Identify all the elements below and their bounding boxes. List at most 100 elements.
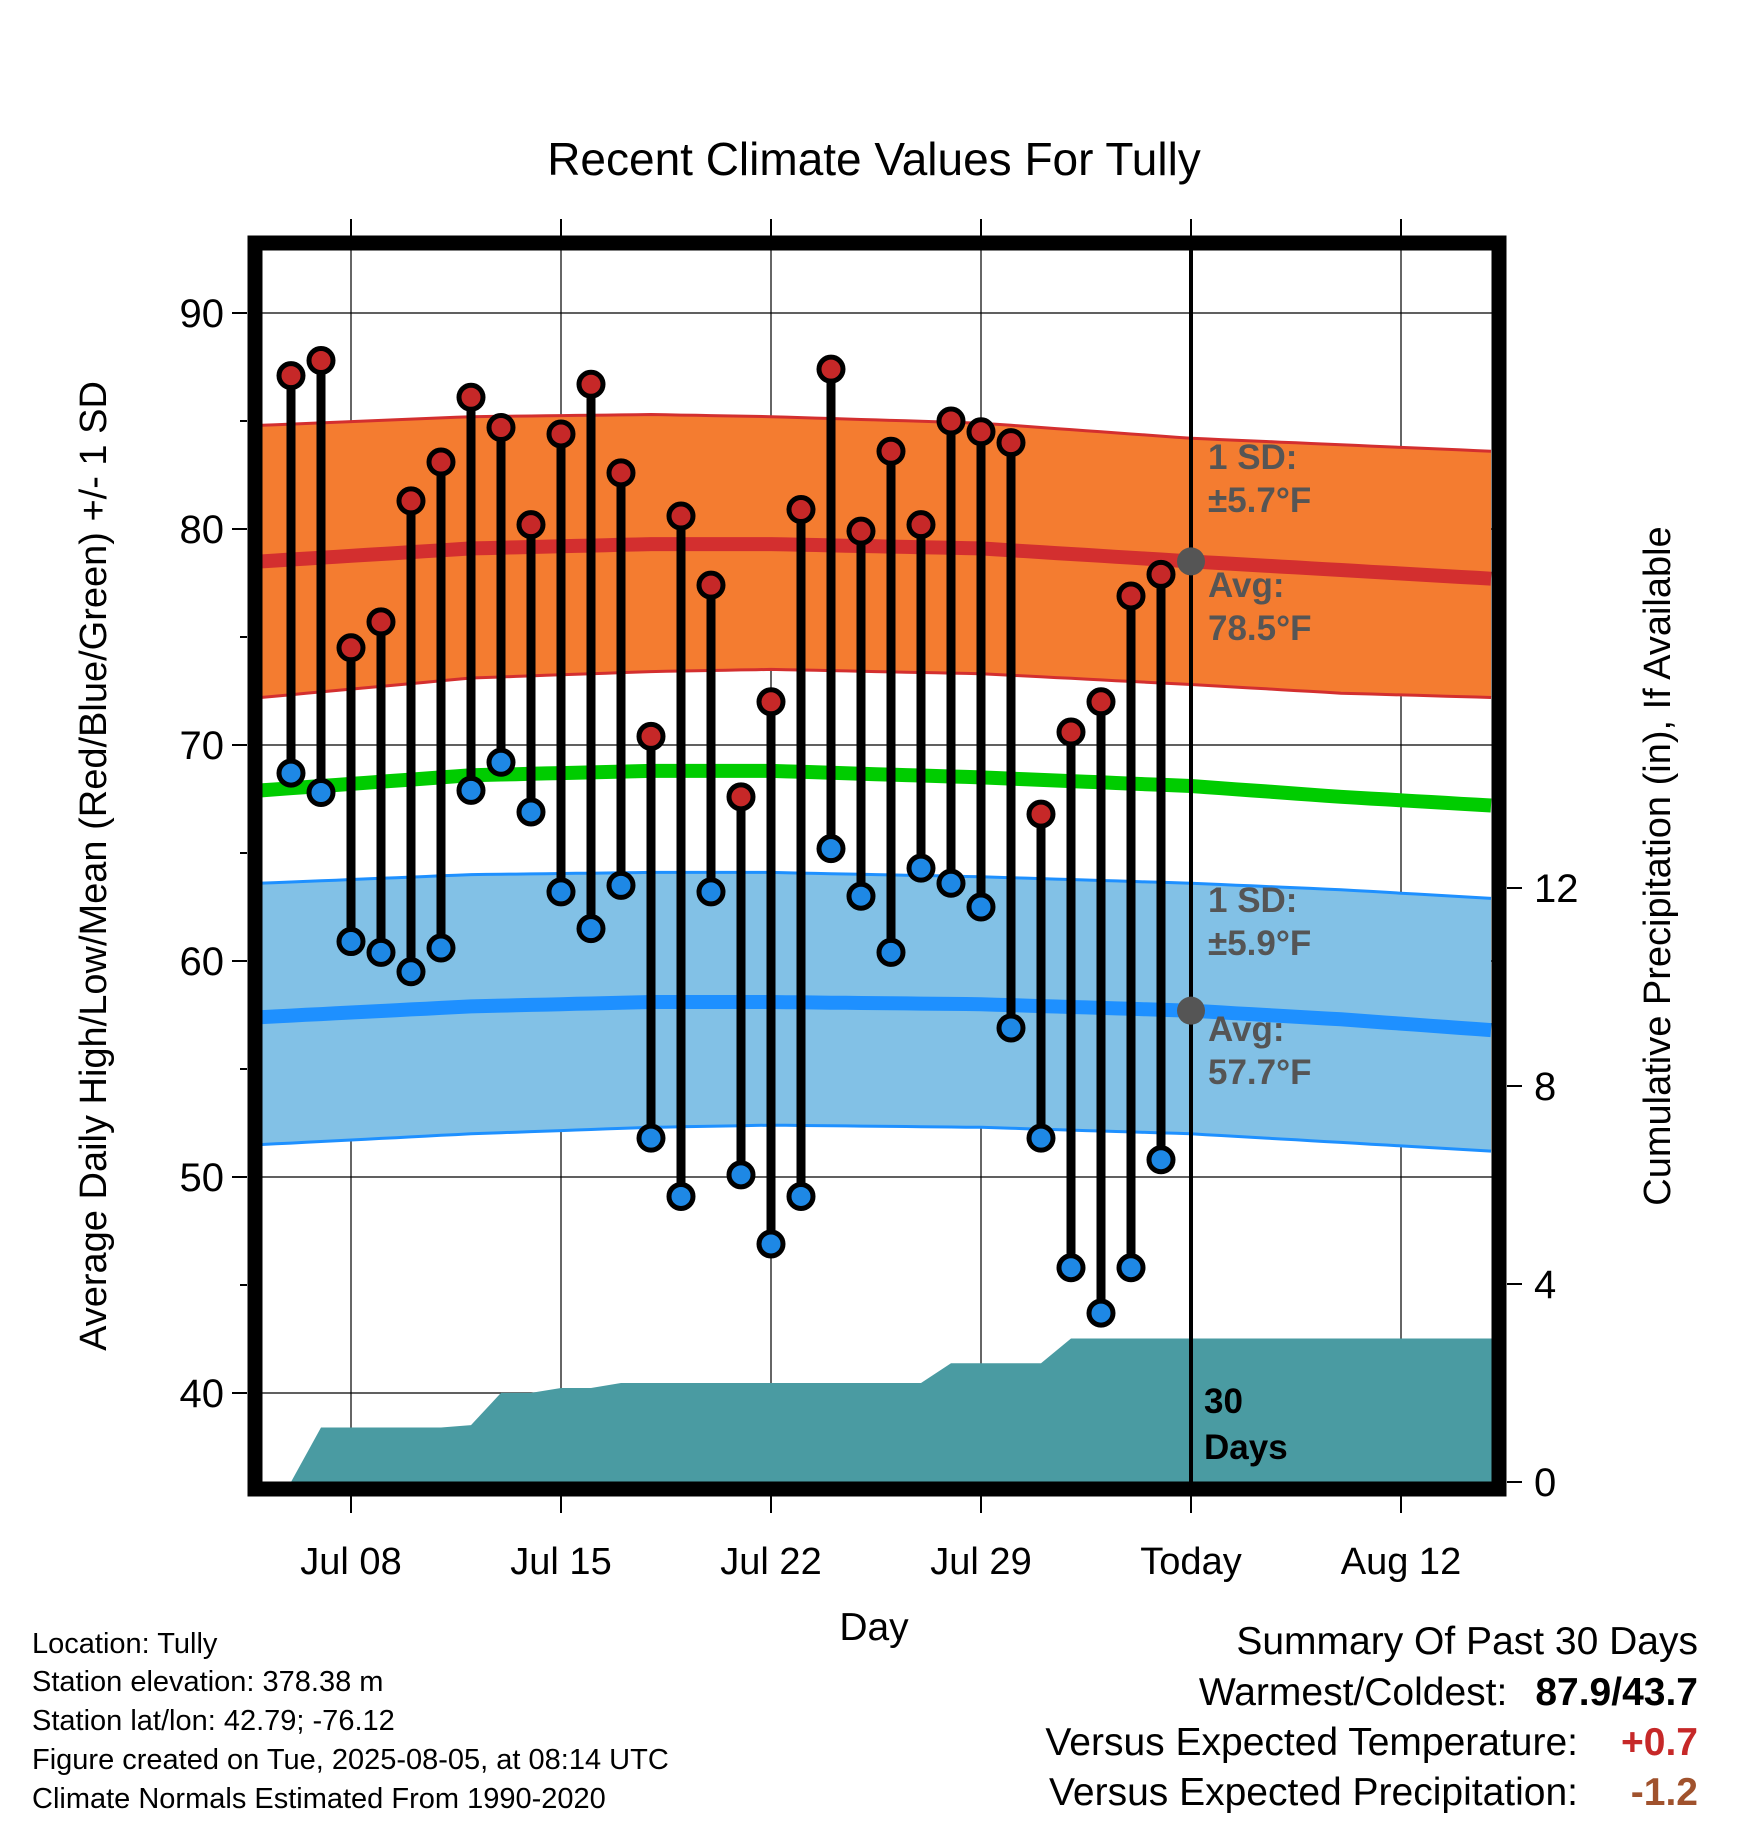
x-tick-label: Jul 15 [510,1541,611,1583]
low-temp-point [786,1181,816,1211]
high-temp-point [906,510,936,540]
high-temp-point [486,412,516,442]
low-temp-point [1086,1298,1116,1328]
low-sd-upper-line [262,870,1492,900]
low-sd-value: ±5.9°F [1208,924,1311,963]
low-temp-point [996,1013,1026,1043]
x-tick-label: Jul 08 [300,1541,401,1583]
high-temp-point [426,447,456,477]
precip-departure-label: Versus Expected Precipitation: [1049,1771,1578,1814]
low-avg-value: 57.7°F [1208,1053,1312,1092]
high-avg-line [262,537,1492,586]
low-temp-point [546,877,576,907]
high-temp-point [756,687,786,717]
chart-title: Recent Climate Values For Tully [547,133,1201,185]
y-tick-label: 50 [180,1156,225,1200]
y-axis-label: Average Daily High/Low/Mean (Red/Blue/Gr… [73,381,115,1351]
low-temp-point [456,775,486,805]
y2-axis-label: Cumulative Precipitation (in), If Availa… [1637,526,1679,1205]
high-temp-point [1026,799,1056,829]
high-temp-point [816,354,846,384]
high-temp-point [546,419,576,449]
low-temp-point [1146,1145,1176,1175]
low-temp-point [1026,1123,1056,1153]
high-sd-band [262,414,1491,698]
plot-frame [247,235,1507,1497]
x-tick-label: Jul 22 [720,1541,821,1583]
high-temp-point [336,633,366,663]
warm-cold-label: Warmest/Coldest: [1198,1671,1508,1714]
low-temp-point [276,758,306,788]
high-temp-point [996,428,1026,458]
y-tick-label: 90 [180,292,225,336]
low-temp-point [696,877,726,907]
x-axis-label: Day [839,1606,909,1649]
high-avg-label: Avg: [1208,566,1284,605]
high-temp-point [876,436,906,466]
temp-departure-label: Versus Expected Temperature: [1045,1721,1578,1764]
low-temp-point [726,1160,756,1190]
low-temp-point [846,881,876,911]
x-tick-label: Jul 29 [930,1541,1031,1583]
low-temp-point [906,853,936,883]
low-temp-point [606,870,636,900]
temp-departure-value: +0.7 [1621,1721,1698,1764]
high-temp-point [846,516,876,546]
y-tick-label: 70 [180,724,225,768]
low-temp-point [336,927,366,957]
window-days-value: 30 [1204,1382,1243,1421]
high-sd-value: ±5.7°F [1208,481,1311,520]
x-tick-label: Today [1140,1541,1241,1583]
high-temp-point [936,406,966,436]
low-temp-point [366,937,396,967]
mean-line [262,763,1492,813]
axis-labels: Day Average Daily High/Low/Mean (Red/Blu… [73,381,1679,1649]
y2-tick-label: 12 [1534,867,1579,911]
high-temp-point [1116,581,1146,611]
y-tick-label: 80 [180,508,225,552]
high-temp-point [576,369,606,399]
low-temp-point [666,1181,696,1211]
low-temp-point [1116,1253,1146,1283]
precip-departure-value: -1.2 [1630,1771,1698,1814]
axes: 40 50 60 70 80 90 0 4 8 12 Jul 08 Jul 15 Jul 22 Jul 2… [180,219,1579,1583]
low-temp-point [516,797,546,827]
info-elevation: Station elevation: 378.38 m [32,1666,384,1698]
high-temp-point [606,458,636,488]
low-temp-point [486,747,516,777]
high-temp-point [1086,687,1116,717]
low-temp-point [876,937,906,967]
y-tick-label: 40 [180,1372,225,1416]
precip-area [291,1338,1492,1482]
summary-title: Summary Of Past 30 Days [1236,1620,1698,1663]
low-temp-point [1056,1253,1086,1283]
y2-tick-label: 8 [1534,1065,1556,1109]
high-temp-point [786,495,816,525]
high-temp-point [696,570,726,600]
high-temp-point [966,417,996,447]
today-high-avg-marker [1177,547,1205,576]
data-marks [276,346,1205,1328]
today-low-avg-marker [1177,996,1205,1025]
info-latlon: Station lat/lon: 42.79; -76.12 [32,1705,395,1737]
high-temp-point [516,510,546,540]
plot-area [262,250,1492,1482]
low-sd-band [262,872,1491,1152]
y2-tick-label: 0 [1534,1461,1556,1505]
high-temp-point [366,607,396,637]
high-sd-upper-line [262,412,1492,453]
low-temp-point [636,1123,666,1153]
window-days-unit: Days [1204,1428,1288,1467]
low-temp-point [576,914,606,944]
high-avg-value: 78.5°F [1208,609,1312,648]
x-tick-label: Aug 12 [1341,1541,1461,1583]
low-temp-point [756,1229,786,1259]
high-temp-point [666,501,696,531]
low-avg-line [262,995,1492,1038]
info-created: Figure created on Tue, 2025-08-05, at 08… [32,1744,669,1776]
low-temp-point [966,892,996,922]
warm-cold-value: 87.9/43.7 [1535,1671,1698,1714]
y-tick-label: 60 [180,940,225,984]
low-temp-point [426,933,456,963]
